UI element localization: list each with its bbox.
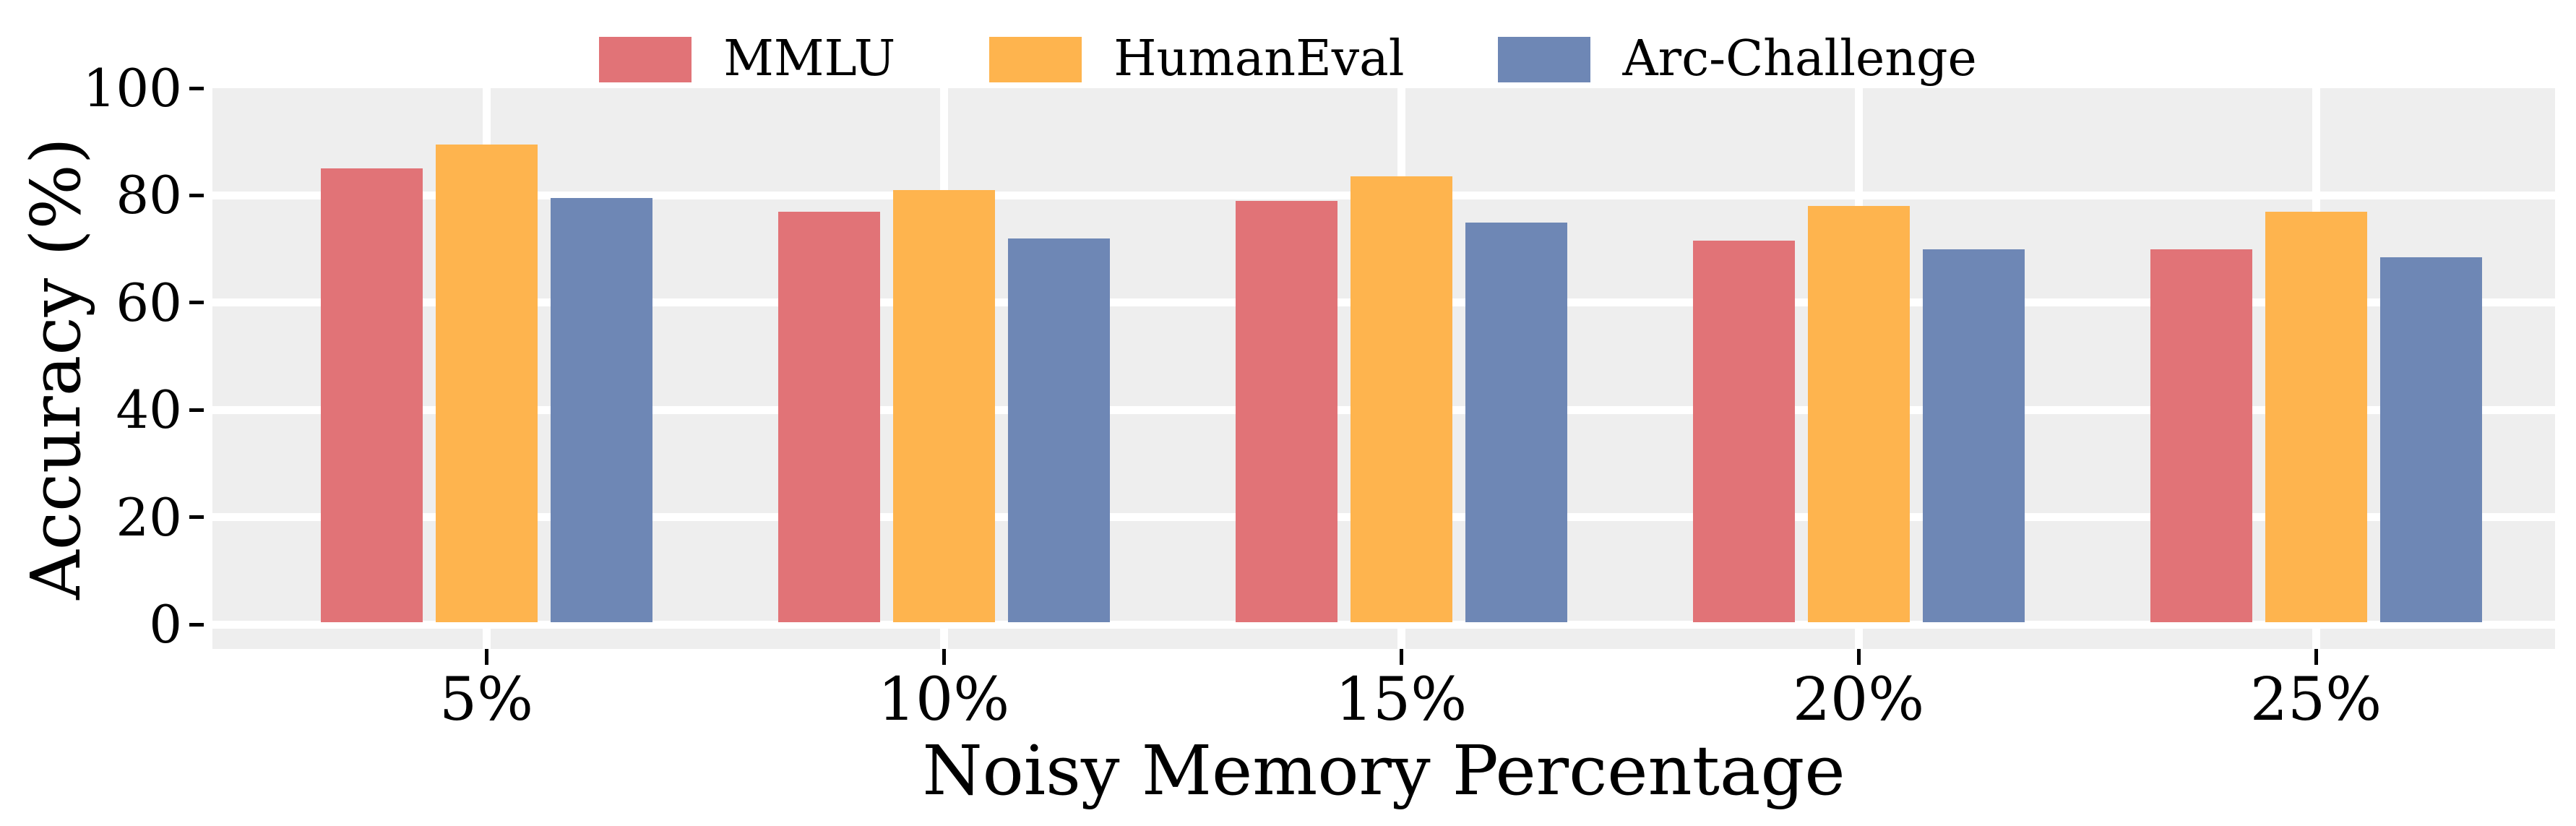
x-tick-mark-10% xyxy=(942,649,946,665)
bar-humaneval-15% xyxy=(1350,176,1452,622)
x-tick-mark-20% xyxy=(1856,649,1861,665)
bar-mmlu-20% xyxy=(1692,241,1795,622)
x-tick-mark-5% xyxy=(484,649,488,665)
x-tick-mark-25% xyxy=(2314,649,2318,665)
y-tick-mark-80 xyxy=(189,193,204,197)
y-tick-mark-100 xyxy=(189,86,204,90)
y-tick-mark-0 xyxy=(189,622,204,627)
legend-swatch-arc-challenge xyxy=(1498,36,1591,82)
bar-arc-challenge-15% xyxy=(1465,222,1567,622)
x-tick-mark-15% xyxy=(1399,649,1403,665)
y-tick-label-40: 40 xyxy=(116,379,182,441)
x-tick-label-5%: 5% xyxy=(439,666,534,734)
bar-mmlu-25% xyxy=(2150,249,2252,622)
legend-item-humaneval: HumanEval xyxy=(989,35,1404,84)
bar-arc-challenge-25% xyxy=(2379,257,2482,622)
bar-arc-challenge-10% xyxy=(1007,238,1110,622)
y-tick-label-100: 100 xyxy=(82,58,182,119)
x-axis-label: Noisy Memory Percentage xyxy=(922,731,1845,811)
bar-humaneval-5% xyxy=(435,144,538,622)
legend-label: MMLU xyxy=(723,30,896,87)
bar-arc-challenge-5% xyxy=(550,198,652,622)
bar-humaneval-25% xyxy=(2265,211,2367,622)
bar-mmlu-5% xyxy=(320,168,423,622)
plot-area xyxy=(212,88,2555,649)
legend-item-arc-challenge: Arc-Challenge xyxy=(1498,30,1977,87)
bar-arc-challenge-20% xyxy=(1922,249,2025,622)
y-tick-label-20: 20 xyxy=(116,486,182,548)
y-tick-label-60: 60 xyxy=(116,272,182,333)
legend-label: HumanEval xyxy=(1113,30,1405,87)
y-axis-label: Accuracy (%) xyxy=(17,137,96,600)
y-tick-label-80: 80 xyxy=(116,165,182,226)
x-tick-label-25%: 25% xyxy=(2249,666,2382,734)
y-tick-mark-20 xyxy=(189,515,204,520)
legend-item-mmlu: MMLU xyxy=(599,35,895,84)
x-tick-label-10%: 10% xyxy=(877,666,1010,734)
legend-swatch-humaneval xyxy=(989,36,1082,82)
h-gridline-0 xyxy=(212,620,2555,629)
bar-humaneval-20% xyxy=(1807,206,1910,622)
bar-mmlu-10% xyxy=(777,211,880,622)
y-tick-label-0: 0 xyxy=(149,594,182,655)
bar-humaneval-10% xyxy=(892,189,995,622)
legend-label: Arc-Challenge xyxy=(1622,30,1977,87)
x-tick-label-20%: 20% xyxy=(1792,666,1925,734)
x-tick-label-15%: 15% xyxy=(1335,666,1468,734)
bar-mmlu-15% xyxy=(1235,200,1337,622)
y-tick-mark-60 xyxy=(189,301,204,305)
legend-swatch-mmlu xyxy=(599,36,692,82)
y-tick-mark-40 xyxy=(189,408,204,412)
legend: MMLU HumanEval Arc-Challenge xyxy=(0,35,2576,84)
